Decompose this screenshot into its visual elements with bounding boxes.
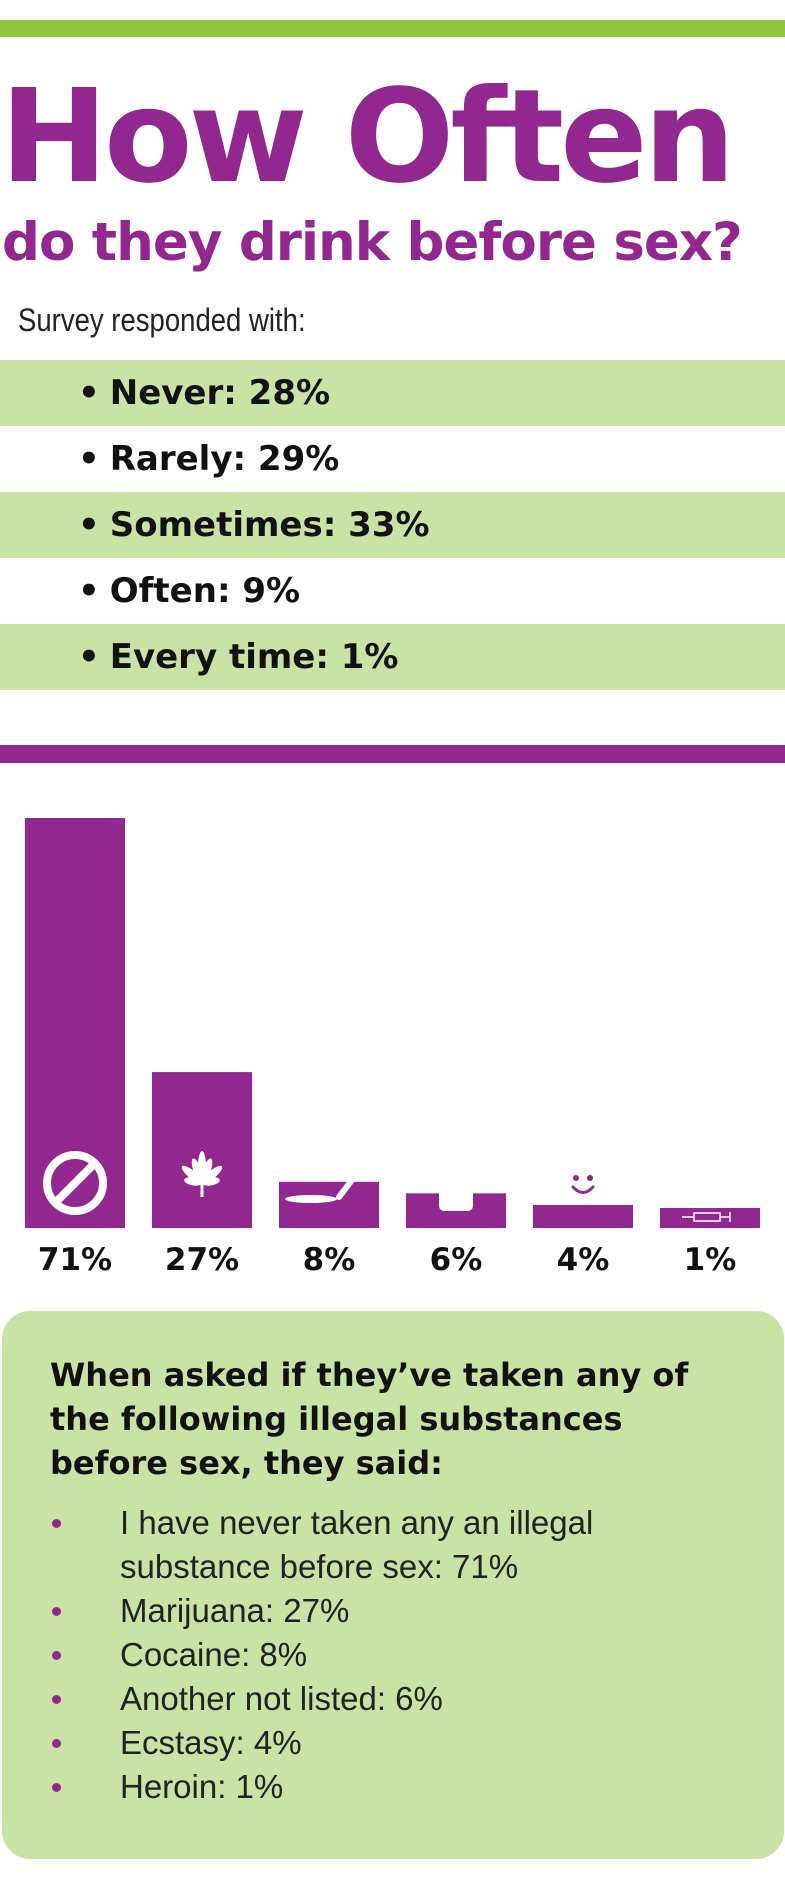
response-label: Rarely: 29%: [109, 439, 340, 479]
bar-marijuana: [152, 1072, 252, 1228]
bar-cocaine: [279, 1181, 379, 1228]
bullet-icon: [52, 1695, 61, 1704]
bullet-icon: [52, 1651, 61, 1660]
substance-label: Ecstasy: 4%: [120, 1724, 302, 1761]
section-divider-rule: [0, 745, 785, 763]
response-item-rarely: • Rarely: 29%: [0, 426, 785, 492]
survey-response-list: • Never: 28% • Rarely: 29% • Sometimes: 33%…: [0, 360, 785, 690]
substance-item-ecstasy: Ecstasy: 4%: [50, 1721, 750, 1765]
substance-callout-box: When asked if they’ve taken any of the f…: [2, 1311, 784, 1859]
callout-heading: When asked if they’ve taken any of the f…: [50, 1356, 689, 1482]
response-label: Every time: 1%: [109, 637, 399, 677]
response-label: Never: 28%: [109, 373, 331, 413]
substance-label: Cocaine: 8%: [120, 1636, 308, 1673]
marijuana-leaf-icon: [181, 1151, 223, 1197]
bullet-icon: •: [78, 571, 100, 611]
bullet-icon: [52, 1519, 61, 1528]
top-green-rule: [0, 20, 785, 37]
response-item-often: • Often: 9%: [0, 558, 785, 624]
bar-ecstasy: [533, 1204, 633, 1228]
smiley-icon: [563, 1163, 603, 1203]
page-subtitle: do they drink before sex?: [2, 212, 743, 273]
cocaine-line-icon: [285, 1160, 368, 1203]
syringe-icon: [682, 1212, 731, 1222]
bar-none: [25, 818, 125, 1228]
substance-item-heroin: Heroin: 1%: [50, 1765, 750, 1809]
bullet-icon: [52, 1607, 61, 1616]
bar-value-label: 8%: [303, 1242, 356, 1278]
substance-item-marijuana: Marijuana: 27%: [50, 1589, 750, 1633]
pill-bottle-icon: [439, 1153, 473, 1211]
response-label: Often: 9%: [109, 571, 301, 611]
bullet-icon: [52, 1783, 61, 1792]
response-item-every-time: • Every time: 1%: [0, 624, 785, 690]
bullet-icon: •: [78, 373, 100, 413]
survey-intro: Survey responded with:: [18, 302, 306, 338]
substance-label: Heroin: 1%: [120, 1768, 284, 1805]
bar-value-label: 1%: [684, 1242, 737, 1278]
substance-list: I have never taken any an illegal substa…: [50, 1501, 750, 1809]
bullet-icon: •: [78, 505, 100, 545]
substance-label: I have never taken any an illegal substa…: [120, 1504, 594, 1585]
bar-heroin: [660, 1208, 760, 1228]
page-title: How Often: [0, 62, 735, 212]
bar-value-label: 71%: [38, 1242, 112, 1278]
bullet-icon: •: [78, 637, 100, 677]
response-item-sometimes: • Sometimes: 33%: [0, 492, 785, 558]
bar-value-label: 27%: [165, 1242, 239, 1278]
substance-item-other: Another not listed: 6%: [50, 1677, 750, 1721]
substance-label: Another not listed: 6%: [120, 1680, 443, 1717]
response-label: Sometimes: 33%: [109, 505, 430, 545]
bullet-icon: •: [78, 439, 100, 479]
bullet-icon: [52, 1739, 61, 1748]
no-symbol-icon: [43, 1151, 107, 1215]
response-item-never: • Never: 28%: [0, 360, 785, 426]
substance-bar-chart: 71% 27% 8% 6% 4% 1%: [25, 818, 760, 1278]
bar-value-label: 4%: [557, 1242, 610, 1278]
bar-value-label: 6%: [430, 1242, 483, 1278]
substance-item-cocaine: Cocaine: 8%: [50, 1633, 750, 1677]
substance-label: Marijuana: 27%: [120, 1592, 350, 1629]
substance-item-none: I have never taken any an illegal substa…: [50, 1501, 750, 1589]
